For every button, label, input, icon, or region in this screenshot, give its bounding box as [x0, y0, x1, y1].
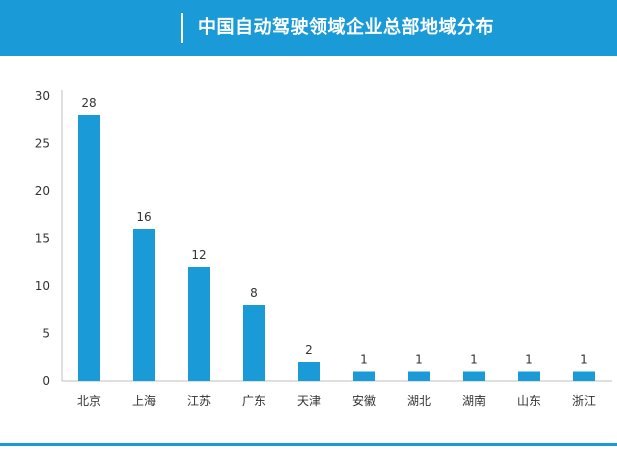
x-tick-label: 上海 — [132, 393, 156, 408]
data-label: 1 — [415, 353, 423, 367]
x-tick-label: 浙江 — [572, 394, 596, 408]
x-axis: 北京 上海 江苏 广东 天津 安徽 湖北 湖南 山东 浙江 — [62, 380, 612, 408]
bar-6 — [353, 371, 375, 381]
bar-8 — [463, 371, 485, 381]
bar-3 — [188, 267, 210, 381]
x-tick-label: 江苏 — [187, 394, 211, 408]
bar-9 — [518, 371, 540, 381]
y-tick-label: 30 — [35, 89, 50, 103]
data-label: 1 — [525, 353, 533, 367]
x-tick-label: 广东 — [242, 394, 266, 408]
data-label: 1 — [360, 353, 368, 367]
data-labels: 28 16 12 8 2 1 1 1 1 1 — [81, 96, 587, 367]
header-bar: 中国自动驾驶领域企业总部地域分布 — [0, 0, 617, 56]
bar-4 — [243, 305, 265, 381]
y-axis: 0 5 10 15 20 25 30 — [35, 89, 63, 388]
data-label: 1 — [470, 353, 478, 367]
y-tick-label: 5 — [42, 327, 50, 341]
x-tick-label: 安徽 — [352, 393, 376, 408]
bar-2 — [133, 229, 155, 381]
data-label: 12 — [191, 248, 206, 262]
data-label: 8 — [250, 286, 258, 300]
data-label: 28 — [81, 96, 96, 110]
x-tick-label: 湖北 — [407, 393, 431, 408]
bar-1 — [78, 115, 100, 381]
x-tick-label: 北京 — [77, 394, 101, 408]
y-tick-label: 25 — [35, 137, 50, 151]
x-tick-label: 天津 — [297, 394, 321, 408]
y-tick-label: 0 — [42, 374, 50, 388]
x-tick-label: 山东 — [517, 394, 541, 408]
footer-line — [0, 443, 617, 446]
bar-10 — [573, 371, 595, 381]
x-tick-label: 湖南 — [462, 393, 486, 408]
bar-5 — [298, 362, 320, 381]
chart-title: 中国自动驾驶领域企业总部地域分布 — [198, 17, 494, 38]
header-divider — [181, 13, 183, 43]
bar-series — [78, 115, 595, 381]
bar-7 — [408, 371, 430, 381]
data-label: 2 — [305, 343, 313, 357]
data-label: 16 — [136, 210, 151, 224]
data-label: 1 — [580, 353, 588, 367]
y-tick-label: 15 — [35, 232, 50, 246]
y-tick-label: 20 — [35, 184, 50, 198]
y-tick-label: 10 — [35, 279, 50, 293]
